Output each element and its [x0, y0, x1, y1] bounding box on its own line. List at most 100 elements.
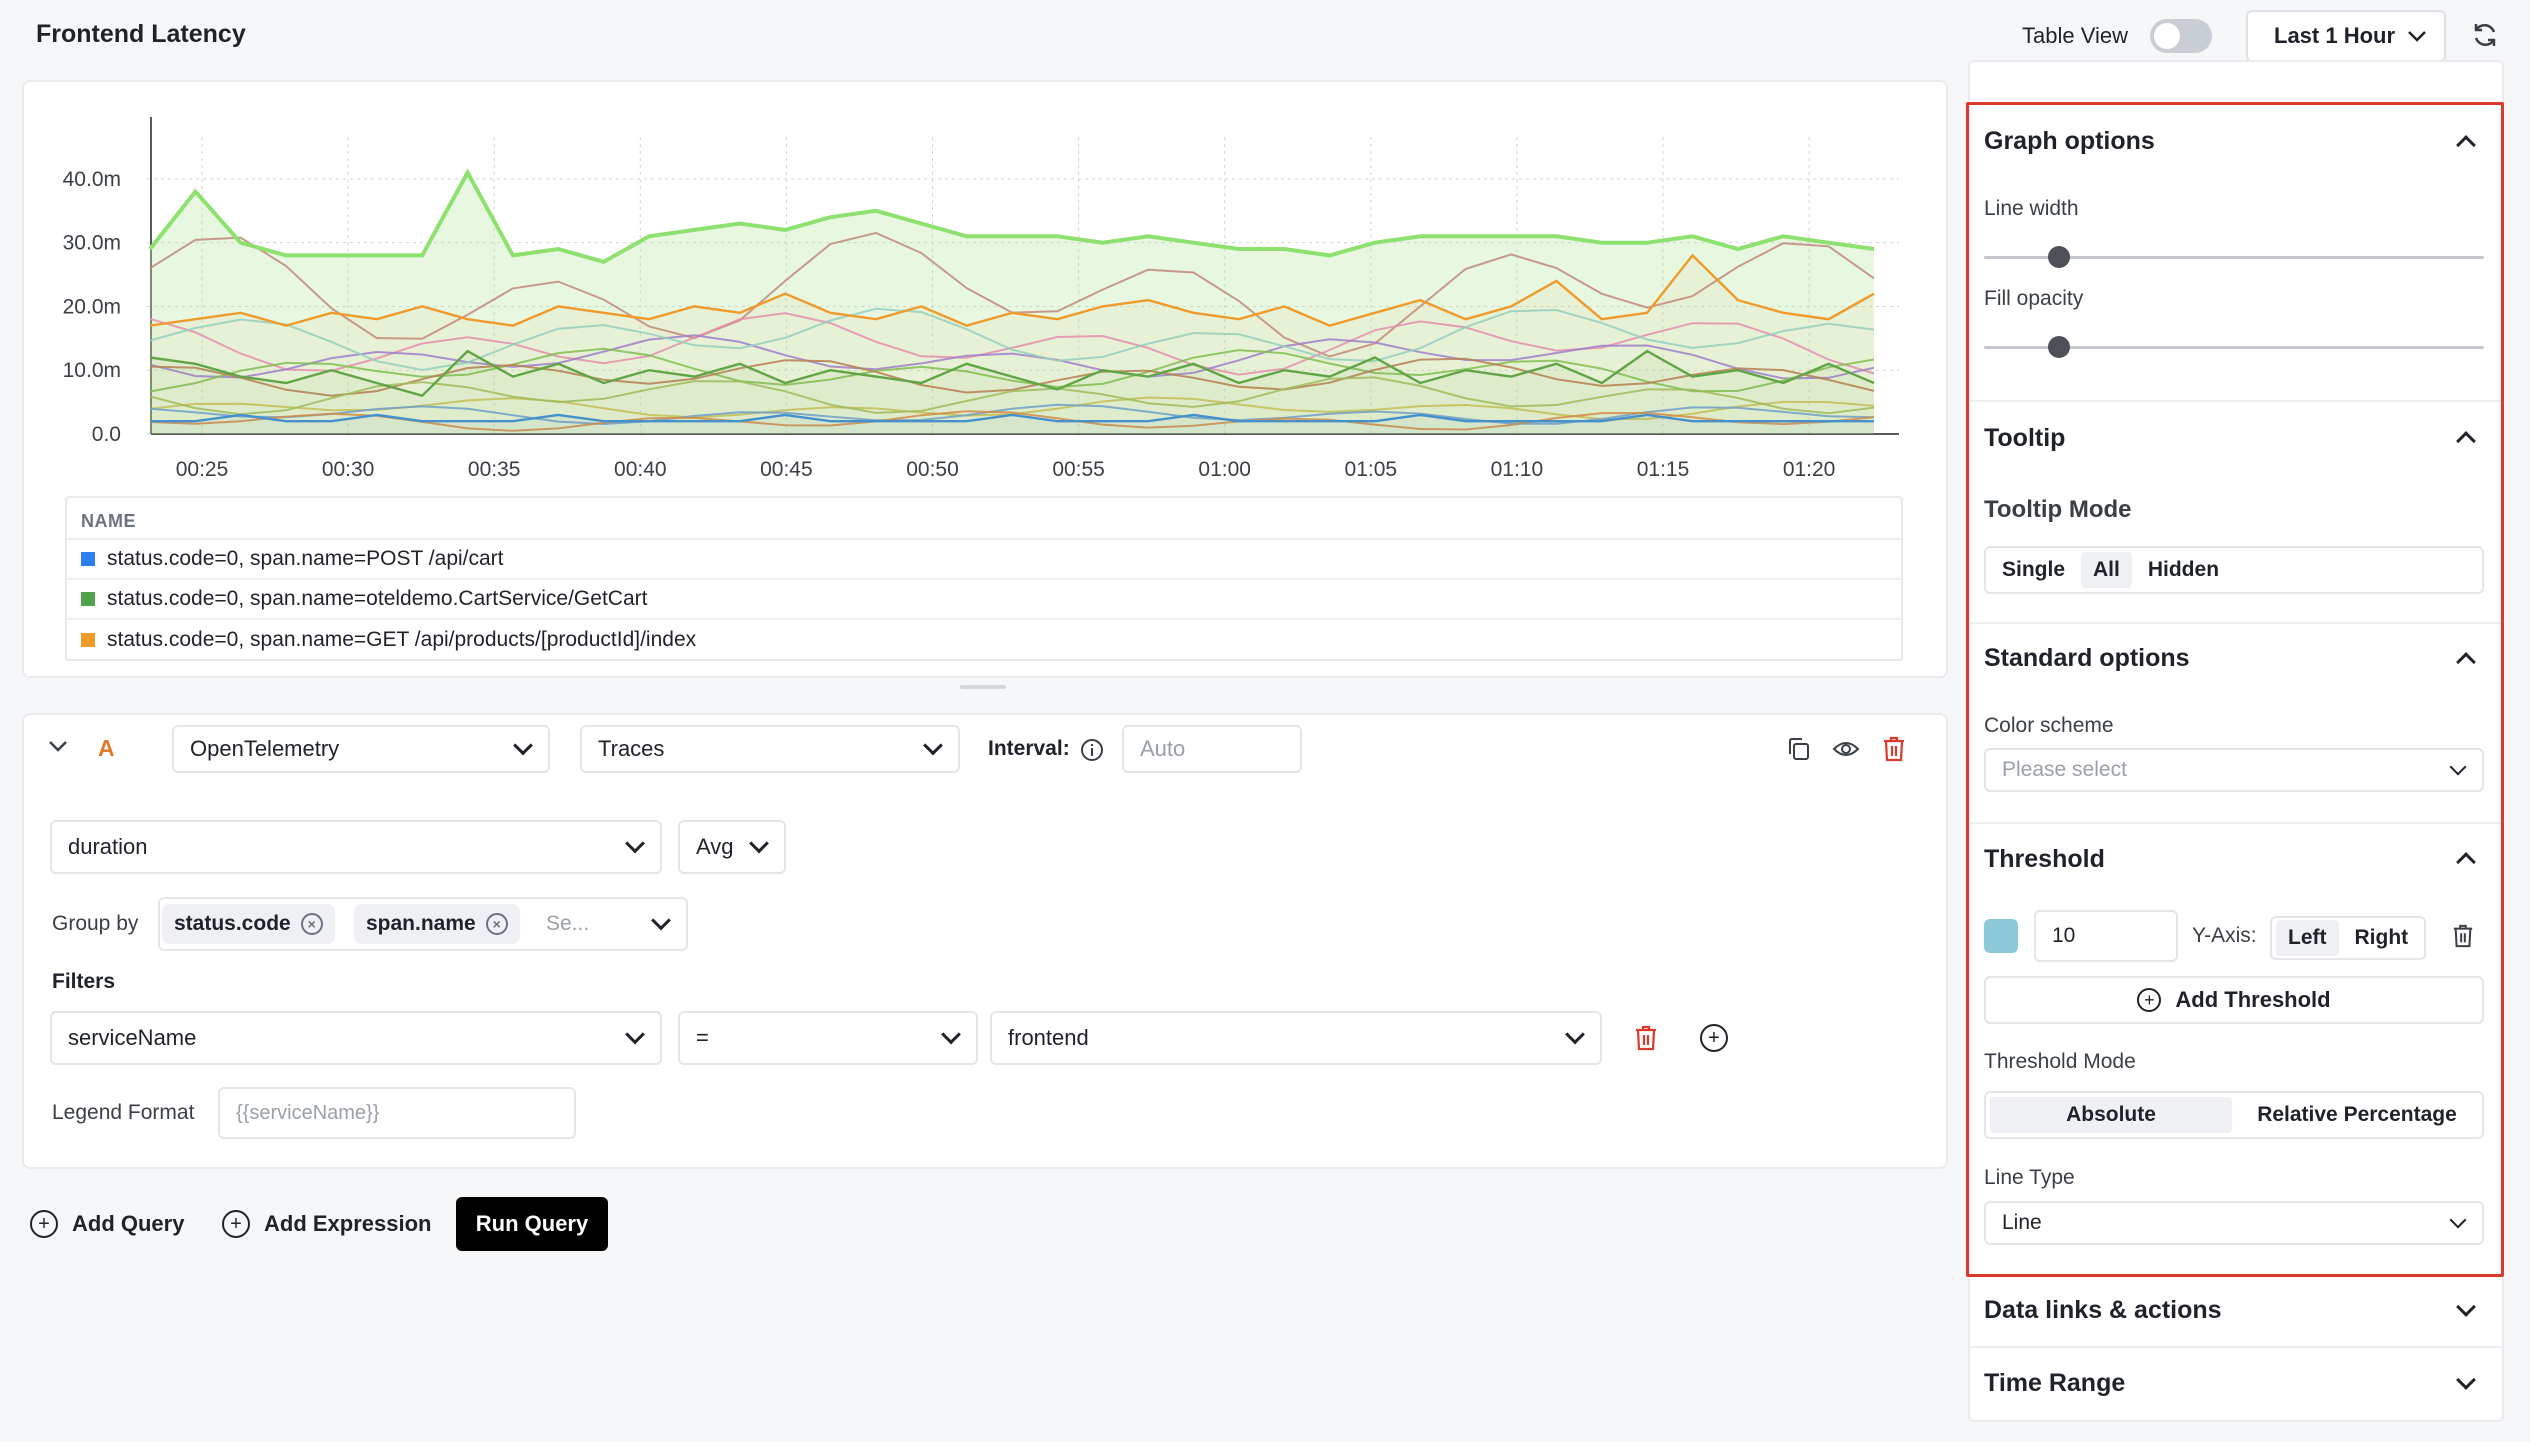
add-threshold-button[interactable]: + Add Threshold — [1984, 976, 2484, 1024]
run-query-button[interactable]: Run Query — [456, 1197, 608, 1251]
color-scheme-select[interactable]: Please select — [1984, 748, 2484, 792]
filter-field-select[interactable]: serviceName — [50, 1011, 662, 1065]
filter-value-select[interactable]: frontend — [990, 1011, 1602, 1065]
metric-select[interactable]: duration — [50, 820, 662, 874]
group-by-label: Group by — [52, 912, 139, 935]
line-width-slider-handle[interactable] — [2048, 246, 2070, 268]
query-type-select[interactable]: Traces — [580, 725, 960, 773]
table-view-label: Table View — [2022, 23, 2128, 48]
chevron-down-icon — [923, 735, 943, 756]
tooltip-mode-single[interactable]: Single — [2002, 558, 2066, 581]
y-axis-left[interactable]: Left — [2276, 920, 2339, 956]
tooltip-mode-hidden[interactable]: Hidden — [2147, 558, 2220, 581]
threshold-title[interactable]: Threshold — [1984, 845, 2105, 873]
threshold-value: 10 — [2052, 924, 2076, 947]
remove-tag-icon[interactable]: × — [485, 913, 508, 935]
legend-swatch — [81, 633, 95, 647]
y-axis-right[interactable]: Right — [2354, 926, 2409, 949]
threshold-color-swatch[interactable] — [1984, 919, 2018, 953]
interval-input[interactable]: Auto — [1122, 725, 1302, 773]
latency-chart[interactable]: 0.0 10.0m 20.0m 30.0m 40.0m 00:25 00:30 00:35 00… — [24, 82, 1946, 492]
legend-format-placeholder: {{serviceName}} — [236, 1101, 380, 1124]
info-icon[interactable] — [1080, 738, 1104, 762]
refresh-icon[interactable] — [2470, 20, 2500, 50]
filter-operator-value: = — [696, 1025, 709, 1050]
y-tick-label: 10.0m — [63, 359, 121, 382]
toggle-knob — [2154, 23, 2180, 49]
fill-opacity-label: Fill opacity — [1984, 287, 2084, 310]
x-tick-label: 01:05 — [1345, 458, 1398, 481]
divider — [1970, 622, 2502, 624]
fill-opacity-slider-handle[interactable] — [2048, 336, 2070, 358]
data-links-title[interactable]: Data links & actions — [1984, 1296, 2222, 1324]
series-line — [149, 334, 1875, 380]
legend-label: status.code=0, span.name=POST /api/cart — [107, 547, 504, 570]
y-tick-label: 40.0m — [63, 168, 121, 191]
legend-row[interactable]: status.code=0, span.name=GET /api/produc… — [67, 620, 1901, 660]
delete-query-icon[interactable] — [1882, 735, 1906, 763]
line-type-select[interactable]: Line — [1984, 1201, 2484, 1245]
interval-placeholder: Auto — [1140, 736, 1186, 761]
legend-row[interactable]: status.code=0, span.name=POST /api/cart — [67, 540, 1901, 580]
time-range-picker[interactable]: Last 1 Hour — [2246, 10, 2446, 62]
group-by-search[interactable]: Se... — [546, 912, 590, 935]
threshold-mode-absolute[interactable]: Absolute — [1990, 1097, 2232, 1133]
y-tick-label: 0.0 — [92, 423, 121, 446]
interval-label: Interval: — [988, 737, 1070, 760]
table-view-toggle[interactable] — [2150, 19, 2212, 53]
series-line — [149, 376, 1875, 416]
tooltip-mode-label: Tooltip Mode — [1984, 496, 2132, 523]
standard-options-title[interactable]: Standard options — [1984, 644, 2190, 672]
legend-format-input[interactable]: {{serviceName}} — [218, 1087, 576, 1139]
add-filter-icon[interactable]: + — [1700, 1024, 1728, 1052]
filters-label: Filters — [52, 970, 116, 993]
chevron-down-icon — [2408, 31, 2426, 42]
delete-threshold-icon[interactable] — [2452, 923, 2474, 949]
legend-swatch — [81, 592, 95, 606]
fill-opacity-slider[interactable] — [1984, 346, 2484, 349]
x-tick-label: 00:30 — [322, 458, 375, 481]
filter-value: frontend — [1008, 1025, 1089, 1050]
panel-title: Frontend Latency — [36, 20, 246, 48]
add-expression-button[interactable]: + Add Expression — [222, 1210, 431, 1238]
chevron-down-icon — [625, 833, 645, 854]
copy-icon[interactable] — [1786, 736, 1812, 762]
y-axis-segmented: Left Right — [2270, 916, 2426, 960]
chevron-down-icon — [625, 1024, 645, 1045]
collapse-chevron-icon[interactable] — [48, 740, 68, 754]
remove-tag-icon[interactable]: × — [300, 913, 323, 935]
line-width-slider[interactable] — [1984, 256, 2484, 259]
graph-options-title[interactable]: Graph options — [1984, 127, 2155, 155]
time-range-label: Last 1 Hour — [2274, 23, 2396, 48]
aggregation-select[interactable]: Avg — [678, 820, 786, 874]
eye-icon[interactable] — [1832, 736, 1860, 762]
threshold-value-input[interactable]: 10 — [2034, 910, 2178, 962]
add-query-button[interactable]: + Add Query — [30, 1210, 184, 1238]
chevron-down-icon — [2449, 758, 2467, 776]
area-fill — [150, 255, 1874, 434]
y-tick-label: 30.0m — [63, 232, 121, 255]
filter-operator-select[interactable]: = — [678, 1011, 978, 1065]
add-threshold-label: Add Threshold — [2175, 987, 2331, 1012]
delete-filter-icon[interactable] — [1634, 1024, 1658, 1052]
group-by-tag: status.code × — [162, 904, 335, 944]
time-range-title[interactable]: Time Range — [1984, 1369, 2126, 1397]
tooltip-mode-all[interactable]: All — [2081, 552, 2132, 588]
x-tick-label: 01:00 — [1198, 458, 1251, 481]
x-tick-label: 01:10 — [1491, 458, 1544, 481]
datasource-select[interactable]: OpenTelemetry — [172, 725, 550, 773]
query-letter: A — [98, 735, 115, 761]
x-tick-label: 00:50 — [906, 458, 959, 481]
x-tick-label: 00:25 — [176, 458, 229, 481]
metric-value: duration — [68, 834, 148, 859]
divider — [1970, 822, 2502, 824]
tooltip-title[interactable]: Tooltip — [1984, 424, 2066, 452]
resize-handle[interactable] — [960, 685, 1006, 689]
x-tick-label: 01:20 — [1783, 458, 1836, 481]
legend-row[interactable]: status.code=0, span.name=oteldemo.CartSe… — [67, 580, 1901, 620]
threshold-mode-relative[interactable]: Relative Percentage — [2257, 1103, 2457, 1126]
series-line — [149, 307, 1875, 372]
datasource-value: OpenTelemetry — [190, 736, 340, 761]
y-axis-label: Y-Axis: — [2192, 924, 2257, 947]
series-line — [149, 349, 1875, 398]
